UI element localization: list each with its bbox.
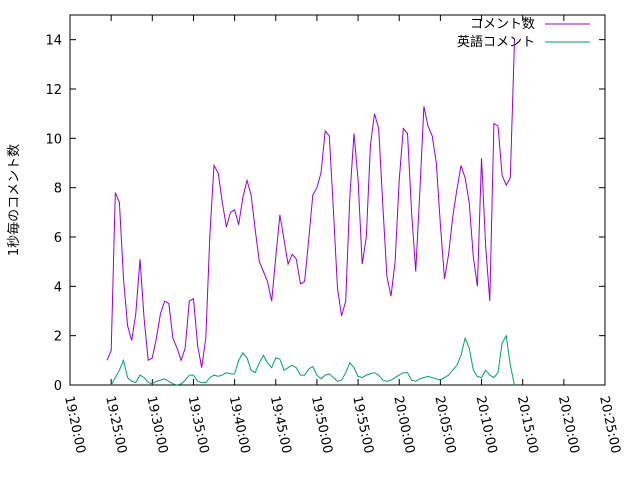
legend-label: 英語コメント	[457, 34, 535, 50]
y-tick-label: 4	[54, 280, 62, 295]
y-tick-label: 0	[54, 379, 62, 394]
x-tick-label: 20:10:00	[473, 395, 500, 455]
x-tick-label: 19:25:00	[102, 395, 129, 455]
y-tick-label: 8	[54, 182, 62, 197]
x-tick-label: 19:55:00	[349, 395, 376, 455]
x-tick-label: 20:20:00	[555, 395, 582, 455]
y-axis-label: 1秒毎のコメント数	[6, 144, 22, 256]
x-axis-ticks: 19:20:00 19:25:00 19:30:00 19:35:00 19:40:00…	[61, 15, 623, 455]
x-tick-label: 20:05:00	[431, 395, 458, 455]
series-line-1	[106, 39, 515, 368]
y-tick-label: 10	[45, 132, 62, 147]
x-tick-label: 19:50:00	[308, 395, 335, 455]
x-tick-label: 19:35:00	[185, 395, 212, 455]
plot-frame	[69, 14, 606, 386]
x-tick-label: 20:15:00	[514, 395, 541, 455]
legend-label: コメント数	[470, 17, 535, 32]
y-tick-label: 12	[45, 83, 62, 98]
y-axis-ticks: 0 2 4 6 8 10 12 14	[45, 34, 605, 394]
y-tick-label: 2	[54, 330, 62, 345]
x-tick-label: 19:40:00	[226, 395, 253, 455]
y-tick-label: 6	[54, 231, 62, 246]
x-tick-label: 20:25:00	[596, 395, 623, 455]
y-tick-label: 14	[45, 34, 62, 49]
x-tick-label: 19:30:00	[143, 395, 170, 455]
series-line-2	[110, 334, 515, 386]
x-tick-label: 19:20:00	[61, 395, 88, 455]
series-lines	[106, 39, 515, 386]
x-tick-label: 20:00:00	[390, 395, 417, 455]
x-tick-label: 19:45:00	[267, 395, 294, 455]
